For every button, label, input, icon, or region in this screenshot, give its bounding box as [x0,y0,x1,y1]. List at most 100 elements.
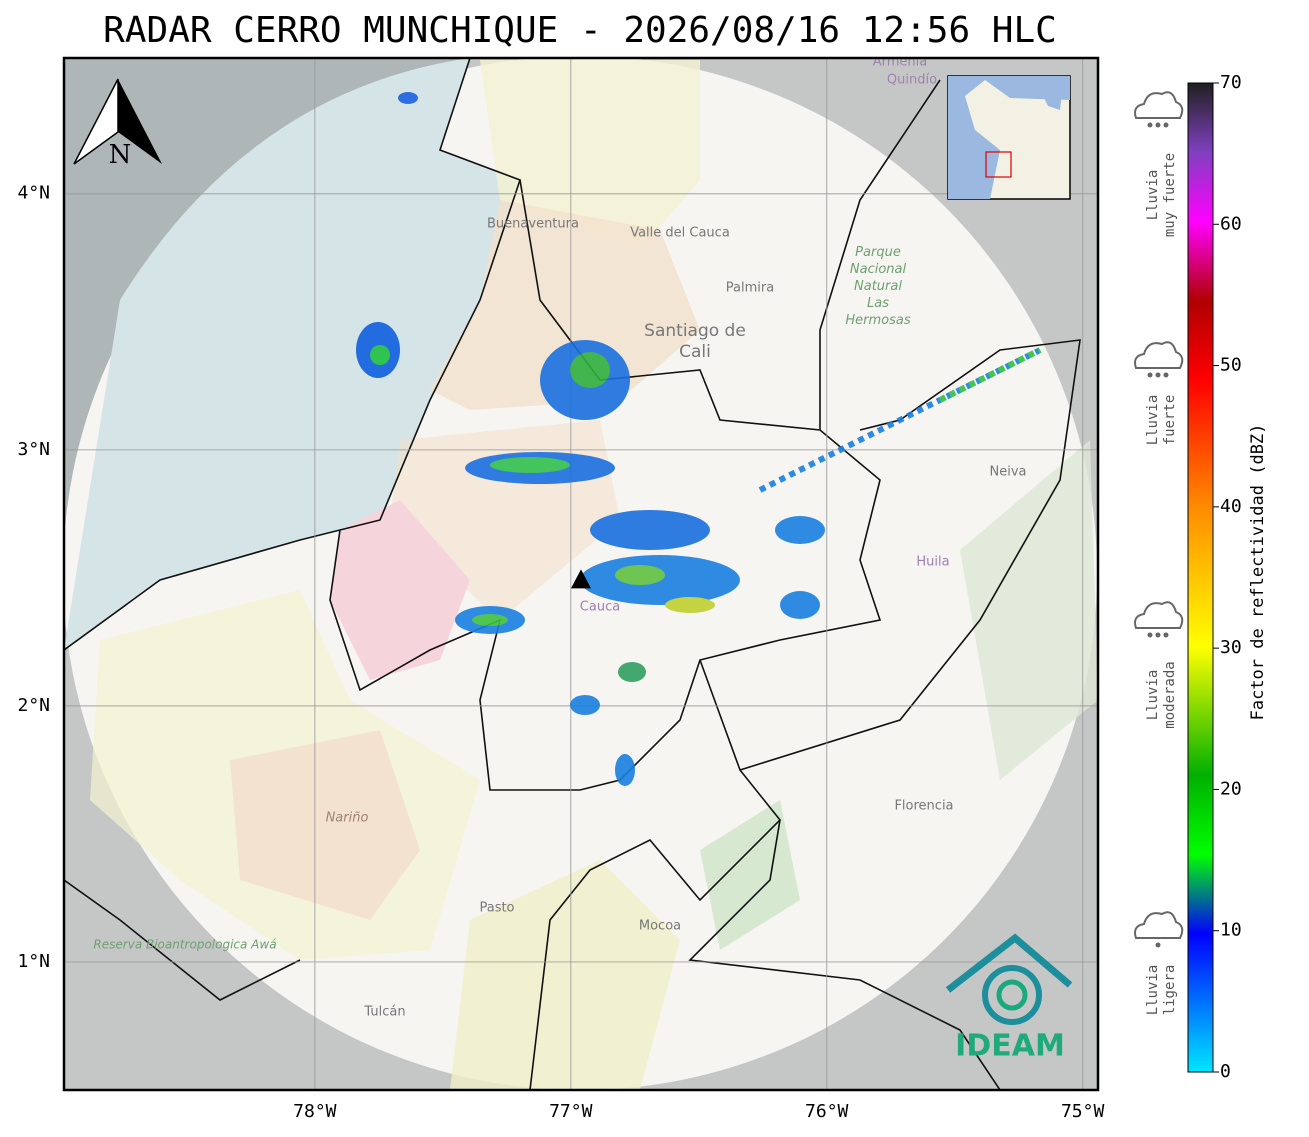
echo [780,591,820,619]
colorbar-tick-label: 20 [1220,778,1242,799]
lat-tick-label: 3°N [17,439,50,460]
colorbar-ticks: 0 10 20 30 40 50 60 70 [1213,72,1242,1082]
echo [472,614,508,626]
place: Reserva Bioantropologica Awá [93,938,276,952]
title: RADAR CERRO MUNCHIQUE - 2026/08/16 12:56… [103,10,1057,51]
arrow-right [118,79,162,164]
echo [570,352,610,388]
echo [590,510,710,550]
logo-text: IDEAM [955,1029,1065,1064]
region [450,860,680,1090]
place: Nariño [326,811,369,826]
colorbar-label: Factor de reflectividad (dBZ) [1248,424,1268,721]
map-frame [62,56,1100,1092]
echo [758,347,1042,493]
rain-icon [1134,341,1184,378]
drop [1147,122,1153,128]
rain-level-label: moderada [1162,661,1178,728]
cloud [1134,91,1184,119]
place: Mocoa [639,919,681,934]
logo-swirl [996,979,1028,1011]
place: Parque Nacional Natural Las Hermosas [845,245,910,328]
place: Buenaventura [487,217,579,232]
axis-ticks: 78°W 77°W 76°W 75°W 4°N 3°N 2°N 1°N [17,183,1104,1122]
region [430,200,700,410]
lon-tick-label: 75°W [1061,1101,1105,1122]
lon-tick-label: 78°W [293,1101,337,1122]
echo [938,347,1042,403]
place: Valle del Cauca [630,226,730,241]
drop [1163,122,1169,128]
rain-level-label: Lluvia [1145,170,1161,221]
place: Neiva [990,465,1027,480]
place: Quindío [887,73,937,88]
place: Florencia [894,799,953,814]
logo-swirl [982,965,1042,1025]
cloud [1134,911,1184,939]
ocean [64,58,520,650]
colorbar-tick-label: 30 [1220,637,1242,658]
grid [64,58,1098,1090]
rain-level-label: fuerte [1162,395,1178,446]
echo [618,662,646,682]
region [330,500,470,680]
place: Cali [679,342,711,362]
drop [1155,372,1161,378]
rain-level-label: Lluvia [1145,395,1161,446]
inset-ocean [948,76,1070,199]
rain-icon [1134,601,1184,638]
echo [490,457,570,473]
inset-map [947,75,1071,200]
drop [1155,122,1161,128]
radar-echoes [356,92,1042,786]
lon-tick-label: 77°W [549,1101,593,1122]
place: Pasto [479,901,514,916]
place: Tulcán [363,1005,405,1020]
logo: IDEAM [945,933,1073,1064]
echo [665,597,715,613]
lat-tick-label: 4°N [17,183,50,204]
lat-tick-label: 1°N [17,951,50,972]
boundary [64,79,1081,1090]
lat-tick-label: 2°N [17,695,50,716]
region [480,60,700,250]
place: Cauca [580,600,620,615]
north-label: N [109,140,132,170]
colorbar-tick-label: 40 [1220,496,1242,517]
rain-icon [1134,91,1184,128]
cloud [1134,341,1184,369]
region [230,730,420,920]
place: Palmira [726,281,774,296]
lon-tick-label: 76°W [805,1101,849,1122]
echo [570,695,600,715]
rain-level-label: Lluvia [1145,965,1161,1016]
drop [1163,372,1169,378]
place: Armenia [873,55,928,70]
place: Santiago de [644,321,746,341]
rain-level-label: ligera [1162,965,1178,1016]
echo [615,754,635,786]
inset-lake [1040,90,1062,110]
inset-extent [985,151,1012,178]
rain-icon [1134,911,1184,948]
forest [700,800,800,950]
drop [1155,632,1161,638]
cloud [1134,601,1184,629]
rain-level-label: muy fuerte [1162,153,1178,237]
colorbar-tick-label: 0 [1220,1061,1231,1082]
colorbar-tick-label: 10 [1220,920,1242,941]
echo [615,565,665,585]
radar-site [571,569,591,589]
logo-roof [945,933,1073,993]
coastline [64,58,522,651]
drop [1155,942,1161,948]
drop [1163,632,1169,638]
forest [960,440,1098,780]
map: Buenaventura Valle del Cauca Palmira San… [64,55,1098,1090]
colorbar-tick-label: 60 [1220,213,1242,234]
drop [1147,632,1153,638]
colorbar-tick-label: 50 [1220,355,1242,376]
rain-level-label: Lluvia [1145,670,1161,721]
